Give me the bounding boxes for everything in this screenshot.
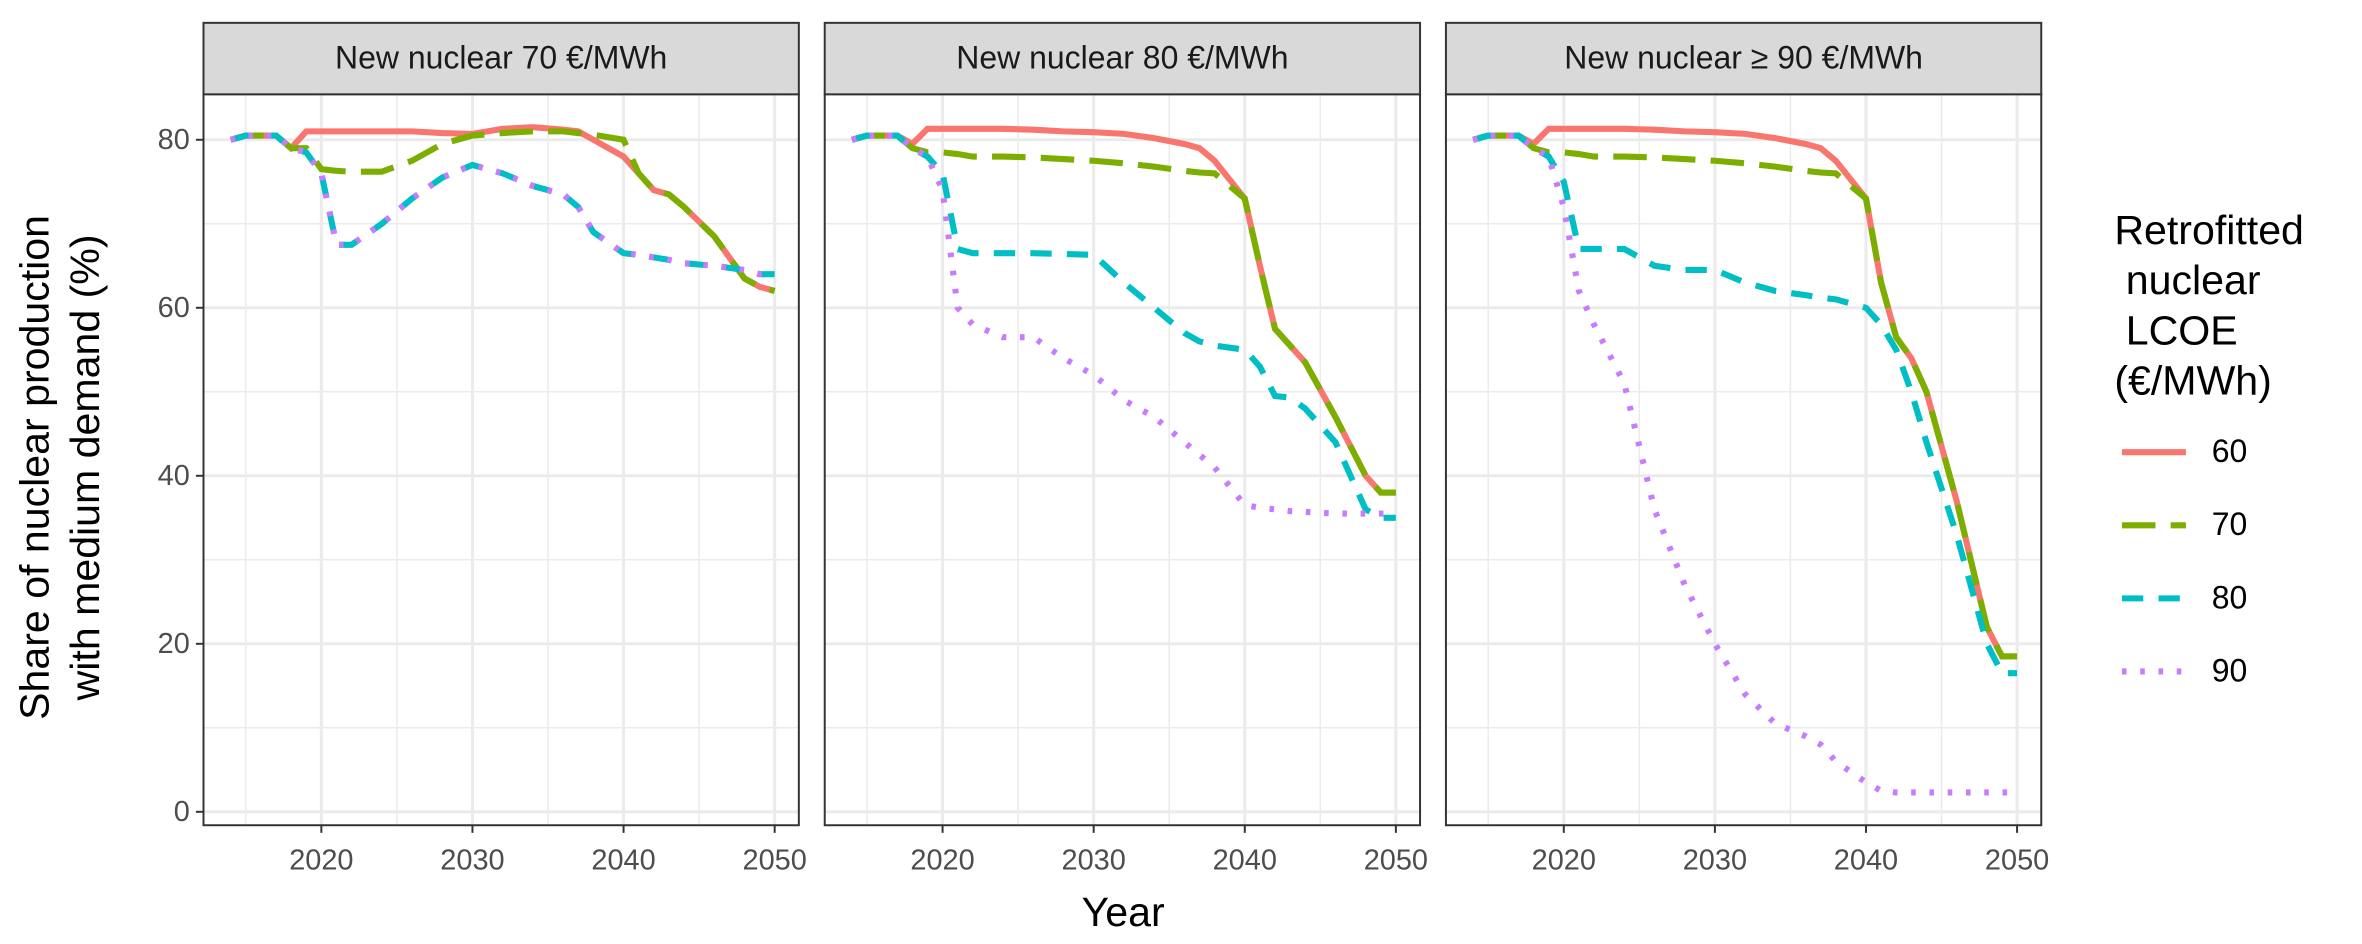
x-tick-label: 2050 <box>1985 844 2049 876</box>
x-tick-label: 2050 <box>1364 844 1428 876</box>
y-tick-label: 20 <box>158 628 190 660</box>
x-tick-label: 2040 <box>1834 844 1898 876</box>
x-tick-label: 2020 <box>1532 844 1596 876</box>
series-line <box>851 132 1396 521</box>
y-tick-label: 0 <box>174 796 190 828</box>
text-line: Retrofitted <box>2114 207 2304 253</box>
text-line: Share of nuclear production <box>11 215 57 720</box>
panel-background <box>203 94 799 826</box>
series-line <box>1472 132 2018 796</box>
panel-background <box>824 94 1421 826</box>
text-line: nuclear <box>2114 257 2260 303</box>
panel-background <box>1445 94 2042 826</box>
y-tick-label: 80 <box>158 124 190 156</box>
x-tick-label: 2030 <box>440 844 504 876</box>
strip <box>823 21 1422 96</box>
series-line <box>1472 132 2018 660</box>
x-axis-title: Year <box>1082 889 1165 935</box>
legend-label: 70 <box>2212 506 2248 542</box>
legend-label: 90 <box>2212 652 2248 688</box>
panel-border <box>823 93 1422 827</box>
x-tick-label: 2030 <box>1062 844 1126 876</box>
x-tick-label: 2040 <box>591 844 655 876</box>
legend-label: 80 <box>2212 579 2248 615</box>
legend-label: 60 <box>2212 433 2248 469</box>
x-tick-label: 2040 <box>1213 844 1277 876</box>
text-line: (€/MWh) <box>2114 358 2272 404</box>
panel-border <box>202 93 800 827</box>
strip-title: New nuclear 70 €/MWh <box>335 40 667 76</box>
series-line <box>851 125 1396 496</box>
text-line: with medium demand (%) <box>62 234 108 701</box>
text-line: LCOE <box>2114 307 2237 353</box>
series-line <box>229 128 776 294</box>
x-tick-label: 2020 <box>289 844 353 876</box>
y-tick-label: 40 <box>158 460 190 492</box>
strip-title: New nuclear ≥ 90 €/MWh <box>1564 40 1923 76</box>
series-line <box>229 132 775 278</box>
y-tick-label: 60 <box>158 292 190 324</box>
strip <box>202 21 800 96</box>
x-tick-label: 2050 <box>743 844 807 876</box>
panel-border <box>1444 93 2043 827</box>
legend-title: Retrofitted nuclear LCOE (€/MWh) <box>2114 207 2304 404</box>
x-tick-label: 2020 <box>910 844 974 876</box>
strip-title: New nuclear 80 €/MWh <box>956 40 1288 76</box>
y-axis-title: Share of nuclear production with medium d… <box>11 215 107 720</box>
strip <box>1444 21 2043 96</box>
series-line <box>851 132 1396 496</box>
x-tick-label: 2030 <box>1683 844 1747 876</box>
